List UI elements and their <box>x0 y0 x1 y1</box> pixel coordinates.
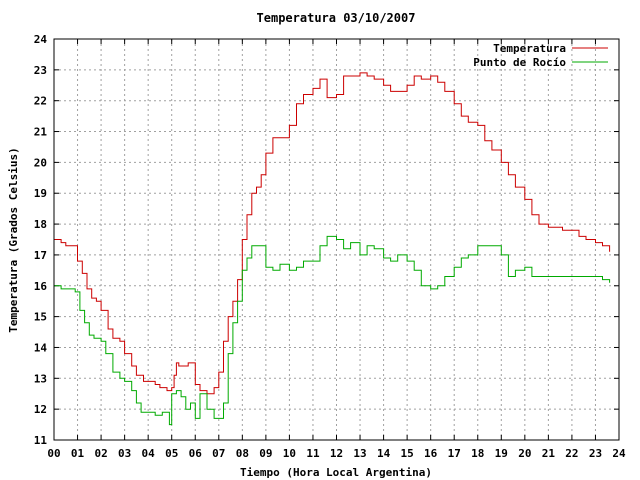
y-tick-label: 14 <box>34 341 48 354</box>
plot-frame <box>53 38 620 441</box>
x-tick-label: 04 <box>142 447 156 460</box>
y-axis-label: Temperatura (Grados Celsius) <box>7 147 20 332</box>
x-tick-label: 14 <box>377 447 391 460</box>
x-tick-label: 03 <box>118 447 131 460</box>
legend-label: Punto de Rocío <box>473 56 566 69</box>
series-line-temperatura <box>54 72 611 395</box>
x-tick-label: 19 <box>495 447 508 460</box>
x-tick-label: 22 <box>565 447 578 460</box>
y-tick-label: 13 <box>34 372 47 385</box>
chart-title: Temperatura 03/10/2007 <box>257 11 416 25</box>
y-tick-label: 23 <box>34 64 47 77</box>
legend-label: Temperatura <box>493 42 566 55</box>
x-tick-label: 17 <box>448 447 461 460</box>
y-tick-label: 21 <box>34 126 48 139</box>
x-tick-label: 11 <box>306 447 320 460</box>
x-tick-label: 12 <box>330 447 343 460</box>
x-tick-label: 15 <box>401 447 414 460</box>
x-tick-label: 23 <box>589 447 602 460</box>
series-lines <box>54 72 611 426</box>
y-tick-label: 19 <box>34 187 47 200</box>
y-tick-label: 17 <box>34 249 47 262</box>
y-tick-label: 11 <box>34 434 48 447</box>
x-tick-label: 08 <box>236 447 249 460</box>
x-tick-label: 20 <box>518 447 531 460</box>
axis-ticks <box>53 38 620 441</box>
x-axis-label: Tiempo (Hora Local Argentina) <box>240 466 432 479</box>
x-tick-labels: 00 01 02 03 04 05 06 07 08 09 10 11 12 13 14 15 16 17 18 19… <box>47 447 626 460</box>
y-tick-label: 18 <box>34 218 47 231</box>
x-tick-label: 18 <box>471 447 484 460</box>
x-tick-label: 24 <box>612 447 626 460</box>
x-tick-label: 07 <box>212 447 225 460</box>
x-tick-label: 05 <box>165 447 178 460</box>
x-tick-label: 06 <box>189 447 203 460</box>
y-tick-label: 16 <box>34 280 48 293</box>
y-tick-labels: 11 12 13 14 15 16 17 18 19 20 21 22 23 24 <box>34 33 48 447</box>
x-tick-label: 10 <box>283 447 296 460</box>
y-tick-label: 22 <box>34 95 47 108</box>
x-tick-label: 01 <box>71 447 85 460</box>
series-line-punto-de-rocio <box>54 235 611 426</box>
x-tick-label: 16 <box>424 447 438 460</box>
y-tick-label: 12 <box>34 403 47 416</box>
x-tick-label: 13 <box>353 447 366 460</box>
x-tick-label: 02 <box>94 447 107 460</box>
x-tick-label: 00 <box>47 447 60 460</box>
y-tick-label: 20 <box>34 156 47 169</box>
x-tick-label: 09 <box>259 447 272 460</box>
x-tick-label: 21 <box>542 447 556 460</box>
y-tick-label: 15 <box>34 311 47 324</box>
y-tick-label: 24 <box>34 33 48 46</box>
